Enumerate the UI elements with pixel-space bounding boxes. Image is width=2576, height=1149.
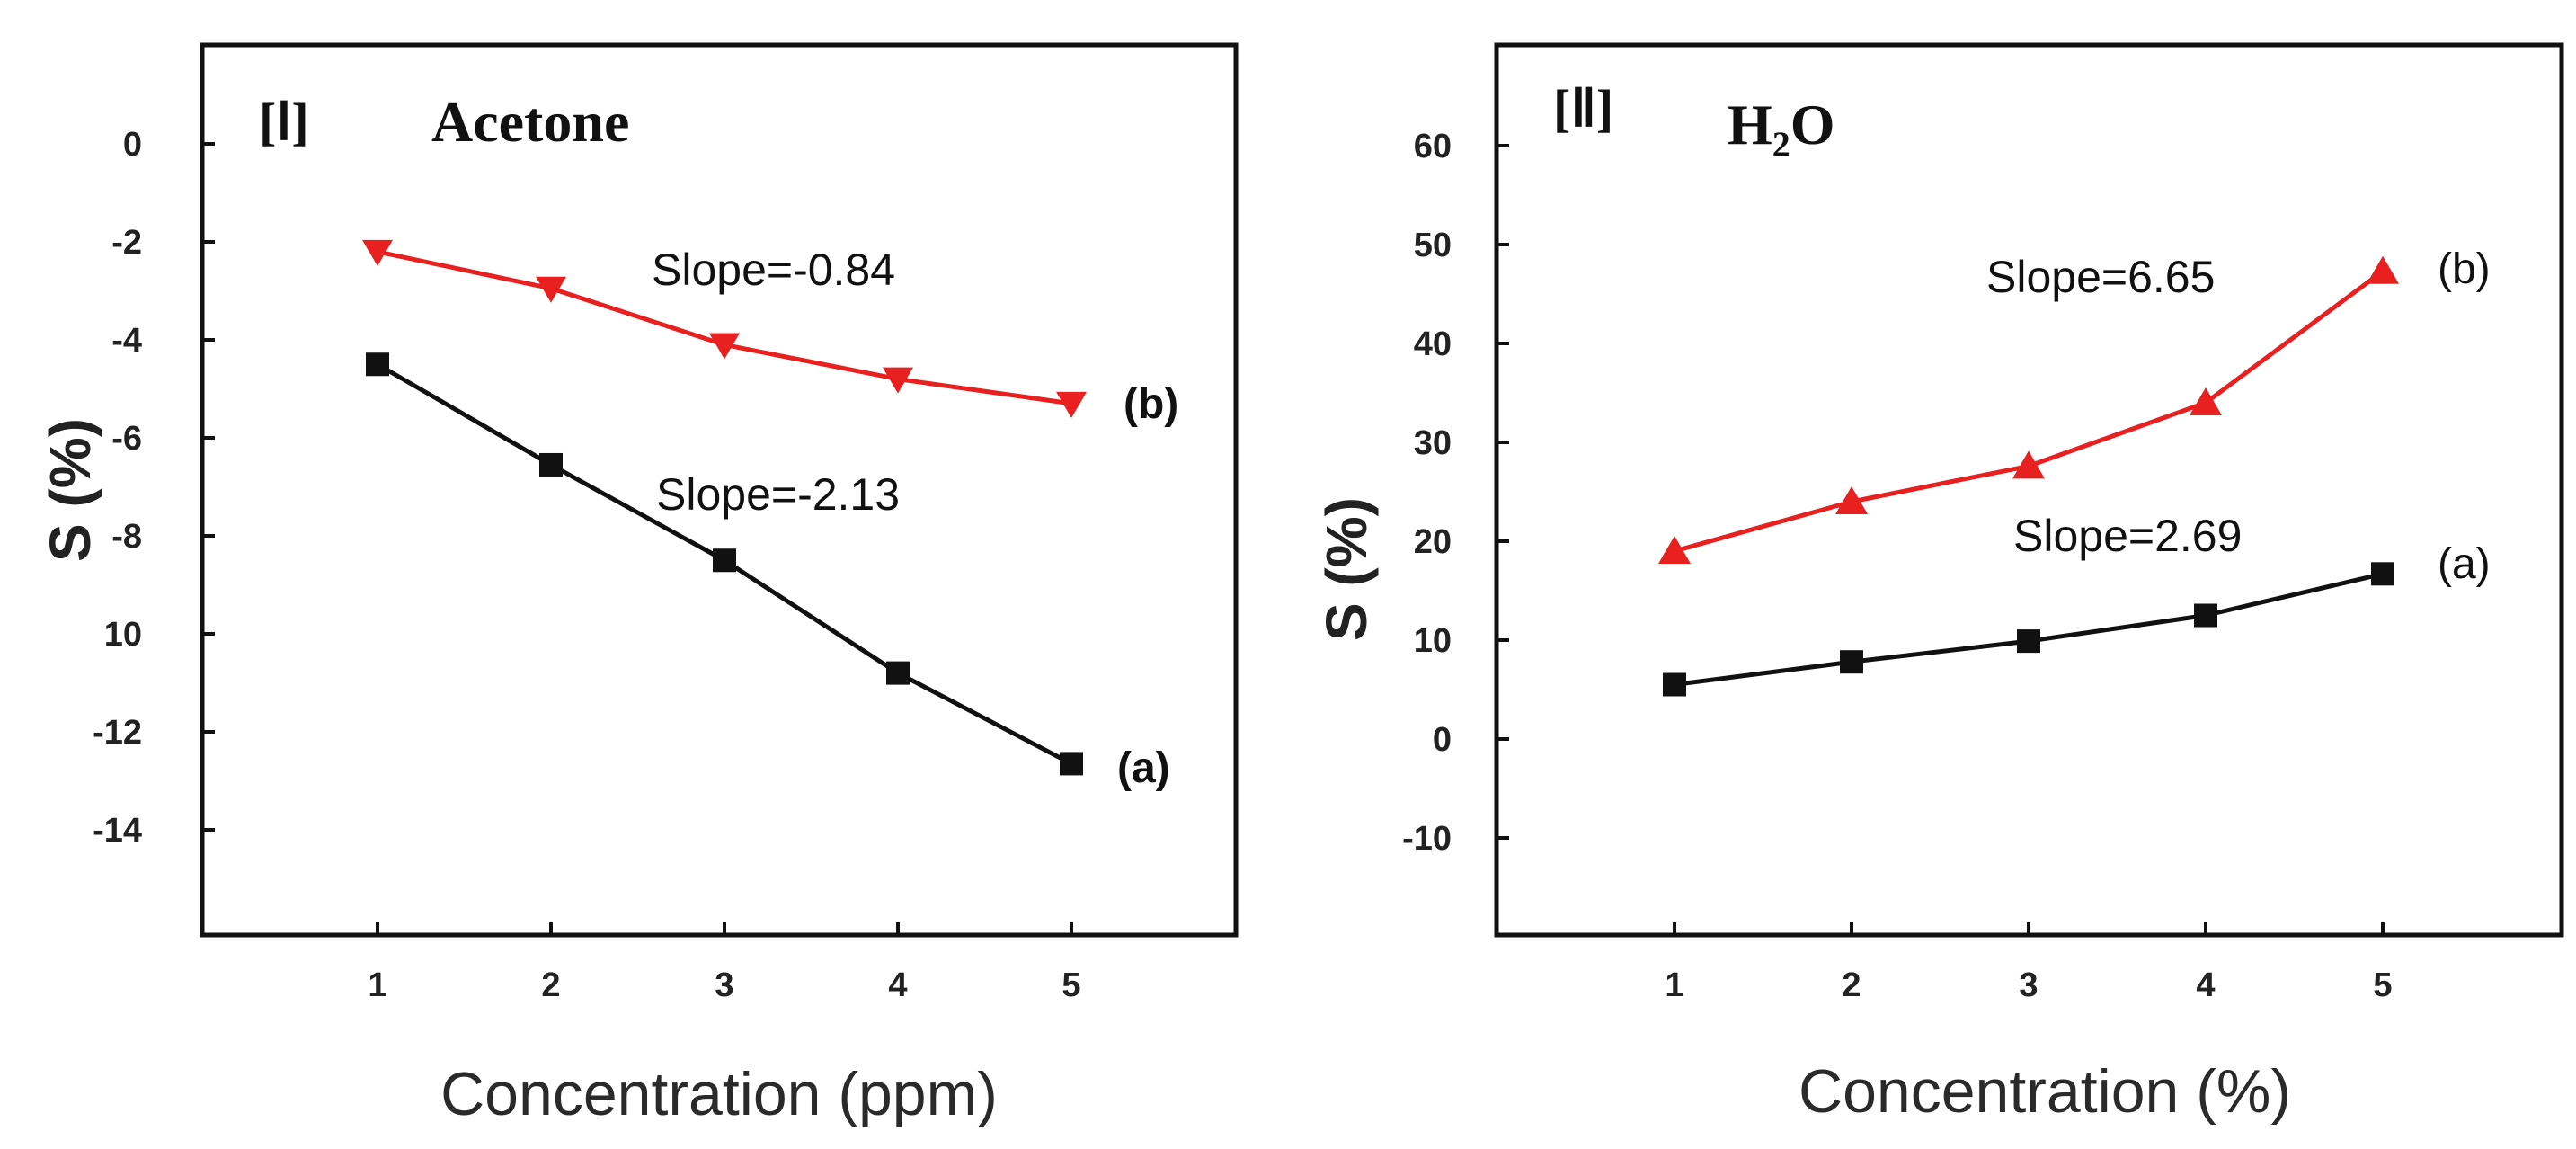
y-tick-label-h2o: 30	[1414, 424, 1452, 462]
slope-label-acetone-b: Slope=-0.84	[652, 245, 895, 295]
data-point-acetone-b	[362, 239, 393, 266]
x-tick-label-acetone: 1	[368, 966, 386, 1004]
data-point-h2o-b	[1835, 486, 1868, 514]
series-tag-acetone-a: (a)	[1117, 744, 1170, 792]
data-point-h2o-a	[1840, 650, 1863, 674]
y-tick-label-h2o: 20	[1414, 523, 1452, 561]
y-axis-label-acetone: S (%)	[38, 418, 102, 562]
chart-title-acetone: Acetone	[431, 90, 629, 154]
y-tick-label-acetone: 0	[123, 126, 142, 164]
x-tick-label-h2o: 4	[2196, 966, 2215, 1004]
chart-title-h2o: H2O	[1728, 93, 1835, 165]
y-tick-label-acetone: -14	[93, 812, 142, 850]
plot-frame-h2o	[1494, 42, 2564, 938]
y-tick-label-acetone: -8	[111, 518, 142, 556]
series-tag-h2o-a: (a)	[2438, 540, 2491, 588]
chart-acetone: 0 -2 -4 -6 -8 10 -12 -14 1 2 3 4 5 [Ⅰ] Acetone Slope…	[38, 42, 1239, 1128]
series-acetone	[362, 239, 1087, 776]
data-point-h2o-b	[2190, 387, 2222, 415]
y-tick-label-h2o: -10	[1402, 820, 1452, 858]
series-line-h2o-b	[1674, 269, 2385, 554]
y-tick-label-h2o: 40	[1414, 325, 1452, 363]
axis-ticks-acetone: 0 -2 -4 -6 -8 10 -12 -14 1 2 3 4 5	[93, 126, 1080, 1004]
x-tick-label-acetone: 2	[541, 966, 560, 1004]
y-tick-label-h2o: 60	[1414, 128, 1452, 165]
y-axis-label-h2o: S (%)	[1314, 497, 1379, 641]
x-tick-label-h2o: 3	[2019, 966, 2038, 1004]
data-point-h2o-b	[2012, 450, 2045, 479]
data-point-acetone-b	[536, 276, 566, 303]
data-point-acetone-b	[709, 333, 740, 360]
data-point-acetone-a	[366, 352, 389, 377]
data-point-acetone-a	[1060, 752, 1083, 776]
series-line-h2o-a	[1674, 571, 2384, 687]
plot-frame-acetone	[200, 42, 1239, 938]
data-point-acetone-b	[883, 367, 913, 394]
x-tick-label-h2o: 1	[1665, 966, 1683, 1004]
series-tag-acetone-b: (b)	[1124, 380, 1178, 428]
y-tick-label-acetone: -4	[111, 322, 142, 360]
x-tick-label-h2o: 2	[1842, 966, 1861, 1004]
data-point-acetone-a	[713, 548, 736, 573]
y-tick-label-h2o: 0	[1433, 721, 1452, 759]
data-point-h2o-a	[1663, 672, 1686, 697]
data-point-h2o-b	[1658, 536, 1691, 564]
x-axis-label-acetone: Concentration (ppm)	[440, 1060, 998, 1128]
x-tick-label-acetone: 4	[888, 966, 907, 1004]
panel-label-acetone: [Ⅰ]	[259, 93, 309, 151]
chart-title-h2o-sub: 2	[1772, 124, 1790, 165]
axis-ticks-h2o: 60 50 40 30 20 10 0 -10 1 2 3 4 5	[1402, 128, 2392, 1004]
data-point-acetone-b	[1056, 391, 1087, 418]
data-point-h2o-a	[2371, 562, 2394, 586]
x-tick-label-acetone: 3	[715, 966, 733, 1004]
slope-label-h2o-a: Slope=2.69	[2013, 511, 2242, 561]
data-point-acetone-a	[539, 452, 563, 477]
y-tick-label-acetone: 10	[104, 616, 142, 654]
y-tick-label-acetone: -12	[93, 714, 142, 752]
data-point-h2o-a	[2194, 603, 2217, 628]
x-axis-label-h2o: Concentration (%)	[1799, 1057, 2291, 1126]
slope-label-h2o-b: Slope=6.65	[1986, 252, 2215, 302]
y-tick-label-h2o: 50	[1414, 227, 1452, 264]
data-point-h2o-b	[2367, 255, 2399, 284]
series-h2o	[1658, 255, 2399, 697]
data-point-acetone-a	[886, 661, 910, 685]
y-tick-label-acetone: -6	[111, 420, 142, 458]
chart-title-h2o-tail: O	[1790, 93, 1835, 156]
x-tick-label-h2o: 5	[2373, 966, 2392, 1004]
panel-label-h2o: [Ⅱ]	[1553, 79, 1613, 138]
y-tick-label-h2o: 10	[1414, 622, 1452, 660]
x-tick-label-acetone: 5	[1061, 966, 1080, 1004]
y-tick-label-acetone: -2	[111, 224, 142, 262]
data-point-h2o-a	[2017, 629, 2040, 654]
chart-title-h2o-main: H	[1728, 93, 1772, 156]
series-tag-h2o-b: (b)	[2438, 245, 2491, 293]
slope-label-acetone-a: Slope=-2.13	[656, 469, 900, 520]
